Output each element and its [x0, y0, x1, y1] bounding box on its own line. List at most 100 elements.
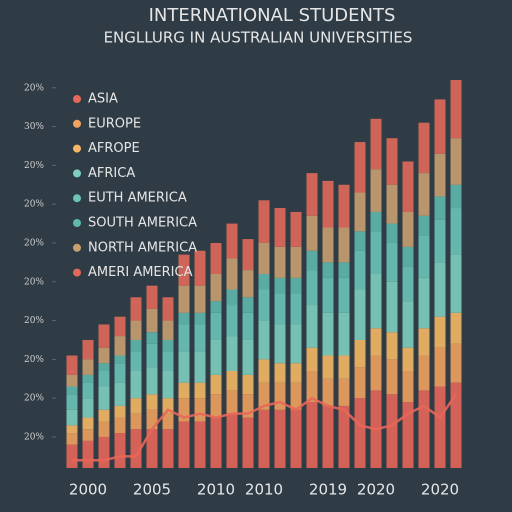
bar-segment — [338, 262, 350, 278]
bar-segment — [434, 99, 446, 154]
bar-segment — [178, 351, 190, 383]
bar-segment — [98, 347, 110, 364]
bar-segment — [258, 359, 270, 383]
bar-segment — [210, 274, 222, 302]
bar-segment — [402, 402, 414, 468]
legend-label: EUROPE — [88, 116, 141, 131]
bar-segment — [290, 409, 302, 468]
x-tick-label: 2019 — [309, 481, 347, 499]
bar-segment — [82, 382, 94, 399]
bar-segment — [242, 239, 254, 271]
bar-segment — [226, 223, 238, 259]
y-tick-label: 20% — [24, 277, 44, 287]
bar-segment — [402, 161, 414, 212]
bar-segment — [178, 382, 190, 399]
legend-marker — [73, 194, 81, 203]
bar-segment — [338, 378, 350, 406]
bar-segment — [114, 355, 126, 364]
bar-segment — [386, 184, 398, 224]
bar-segment — [434, 316, 446, 348]
bar-segment — [290, 246, 302, 278]
bar-segment — [82, 417, 94, 430]
bar-segment — [178, 254, 190, 286]
bar-segment — [66, 433, 78, 445]
bar-segment — [338, 405, 350, 468]
bar-segment — [450, 80, 462, 139]
bar-segment — [146, 343, 158, 368]
bar-segment — [82, 398, 94, 418]
bar-segment — [66, 355, 78, 375]
bar-segment — [274, 409, 286, 468]
legend-label: NORTH AMERICA — [88, 240, 197, 255]
bar-segment — [306, 305, 318, 348]
bar-segment — [226, 390, 238, 414]
bar-segment — [114, 382, 126, 406]
bar-segment — [82, 429, 94, 441]
bar-segment — [274, 208, 286, 247]
legend-label: AFROPE — [88, 141, 140, 156]
bar-segment — [322, 180, 334, 228]
bar-segment — [322, 405, 334, 468]
bar-segment — [306, 250, 318, 271]
bar-segment — [66, 425, 78, 434]
bar-segment — [194, 351, 206, 383]
legend-label: SOUTH AMERICA — [88, 216, 197, 231]
bar-segment — [370, 328, 382, 356]
bar-segment — [322, 227, 334, 263]
y-tick-label: 20% — [24, 238, 44, 248]
bar-segment — [322, 262, 334, 278]
bar-segment — [162, 320, 174, 340]
bar-segment — [98, 386, 110, 410]
bar-segment — [322, 378, 334, 406]
bar-segment — [66, 374, 78, 387]
bar-segment — [226, 336, 238, 371]
bar-segment — [66, 386, 78, 395]
y-tick-label: 20% — [24, 355, 44, 365]
bar-segment — [386, 332, 398, 360]
bar-segment — [178, 398, 190, 422]
bar-segment — [226, 305, 238, 337]
bar-segment — [258, 274, 270, 290]
bar-segment — [370, 211, 382, 232]
bar-segment — [370, 169, 382, 212]
bar-segment — [258, 242, 270, 274]
bar-segment — [402, 246, 414, 267]
bar-segment — [82, 359, 94, 375]
bar-segment — [306, 371, 318, 403]
chart-subtitle: ENGLLURG IN AUSTRALIAN UNIVERSITIES — [104, 29, 413, 47]
bar-segment — [114, 417, 126, 434]
y-tick-label: 20% — [24, 316, 44, 326]
bar-segment — [98, 371, 110, 387]
bar-segment — [434, 219, 446, 263]
bar-segment — [114, 405, 126, 418]
bar-segment — [418, 390, 430, 468]
bar-segment — [434, 347, 446, 387]
bar-segment — [450, 343, 462, 383]
bar-segment — [354, 192, 366, 232]
bar-segment — [258, 382, 270, 410]
bar-segment — [290, 382, 302, 410]
bar-segment — [306, 347, 318, 371]
bar-segment — [130, 351, 142, 371]
bar-segment — [146, 394, 158, 410]
bar-segment — [146, 332, 158, 344]
bar-segment — [258, 289, 270, 321]
bar-segment — [66, 409, 78, 426]
bar-segment — [322, 312, 334, 356]
bar-segment — [178, 324, 190, 352]
legend-label: AFRICA — [88, 166, 135, 181]
bar-segment — [290, 324, 302, 364]
bar-segment — [146, 285, 158, 309]
bar-segment — [338, 227, 350, 263]
y-tick-label: 20% — [24, 200, 44, 210]
bar-segment — [98, 363, 110, 371]
bar-segment — [386, 223, 398, 243]
bar-segment — [130, 320, 142, 340]
bar-segment — [98, 436, 110, 468]
bar-segment — [338, 355, 350, 379]
bar-segment — [98, 324, 110, 348]
bar-segment — [226, 289, 238, 306]
x-tick-label: 2010 — [197, 481, 235, 499]
bar-segment — [386, 281, 398, 333]
bar-segment — [370, 355, 382, 391]
